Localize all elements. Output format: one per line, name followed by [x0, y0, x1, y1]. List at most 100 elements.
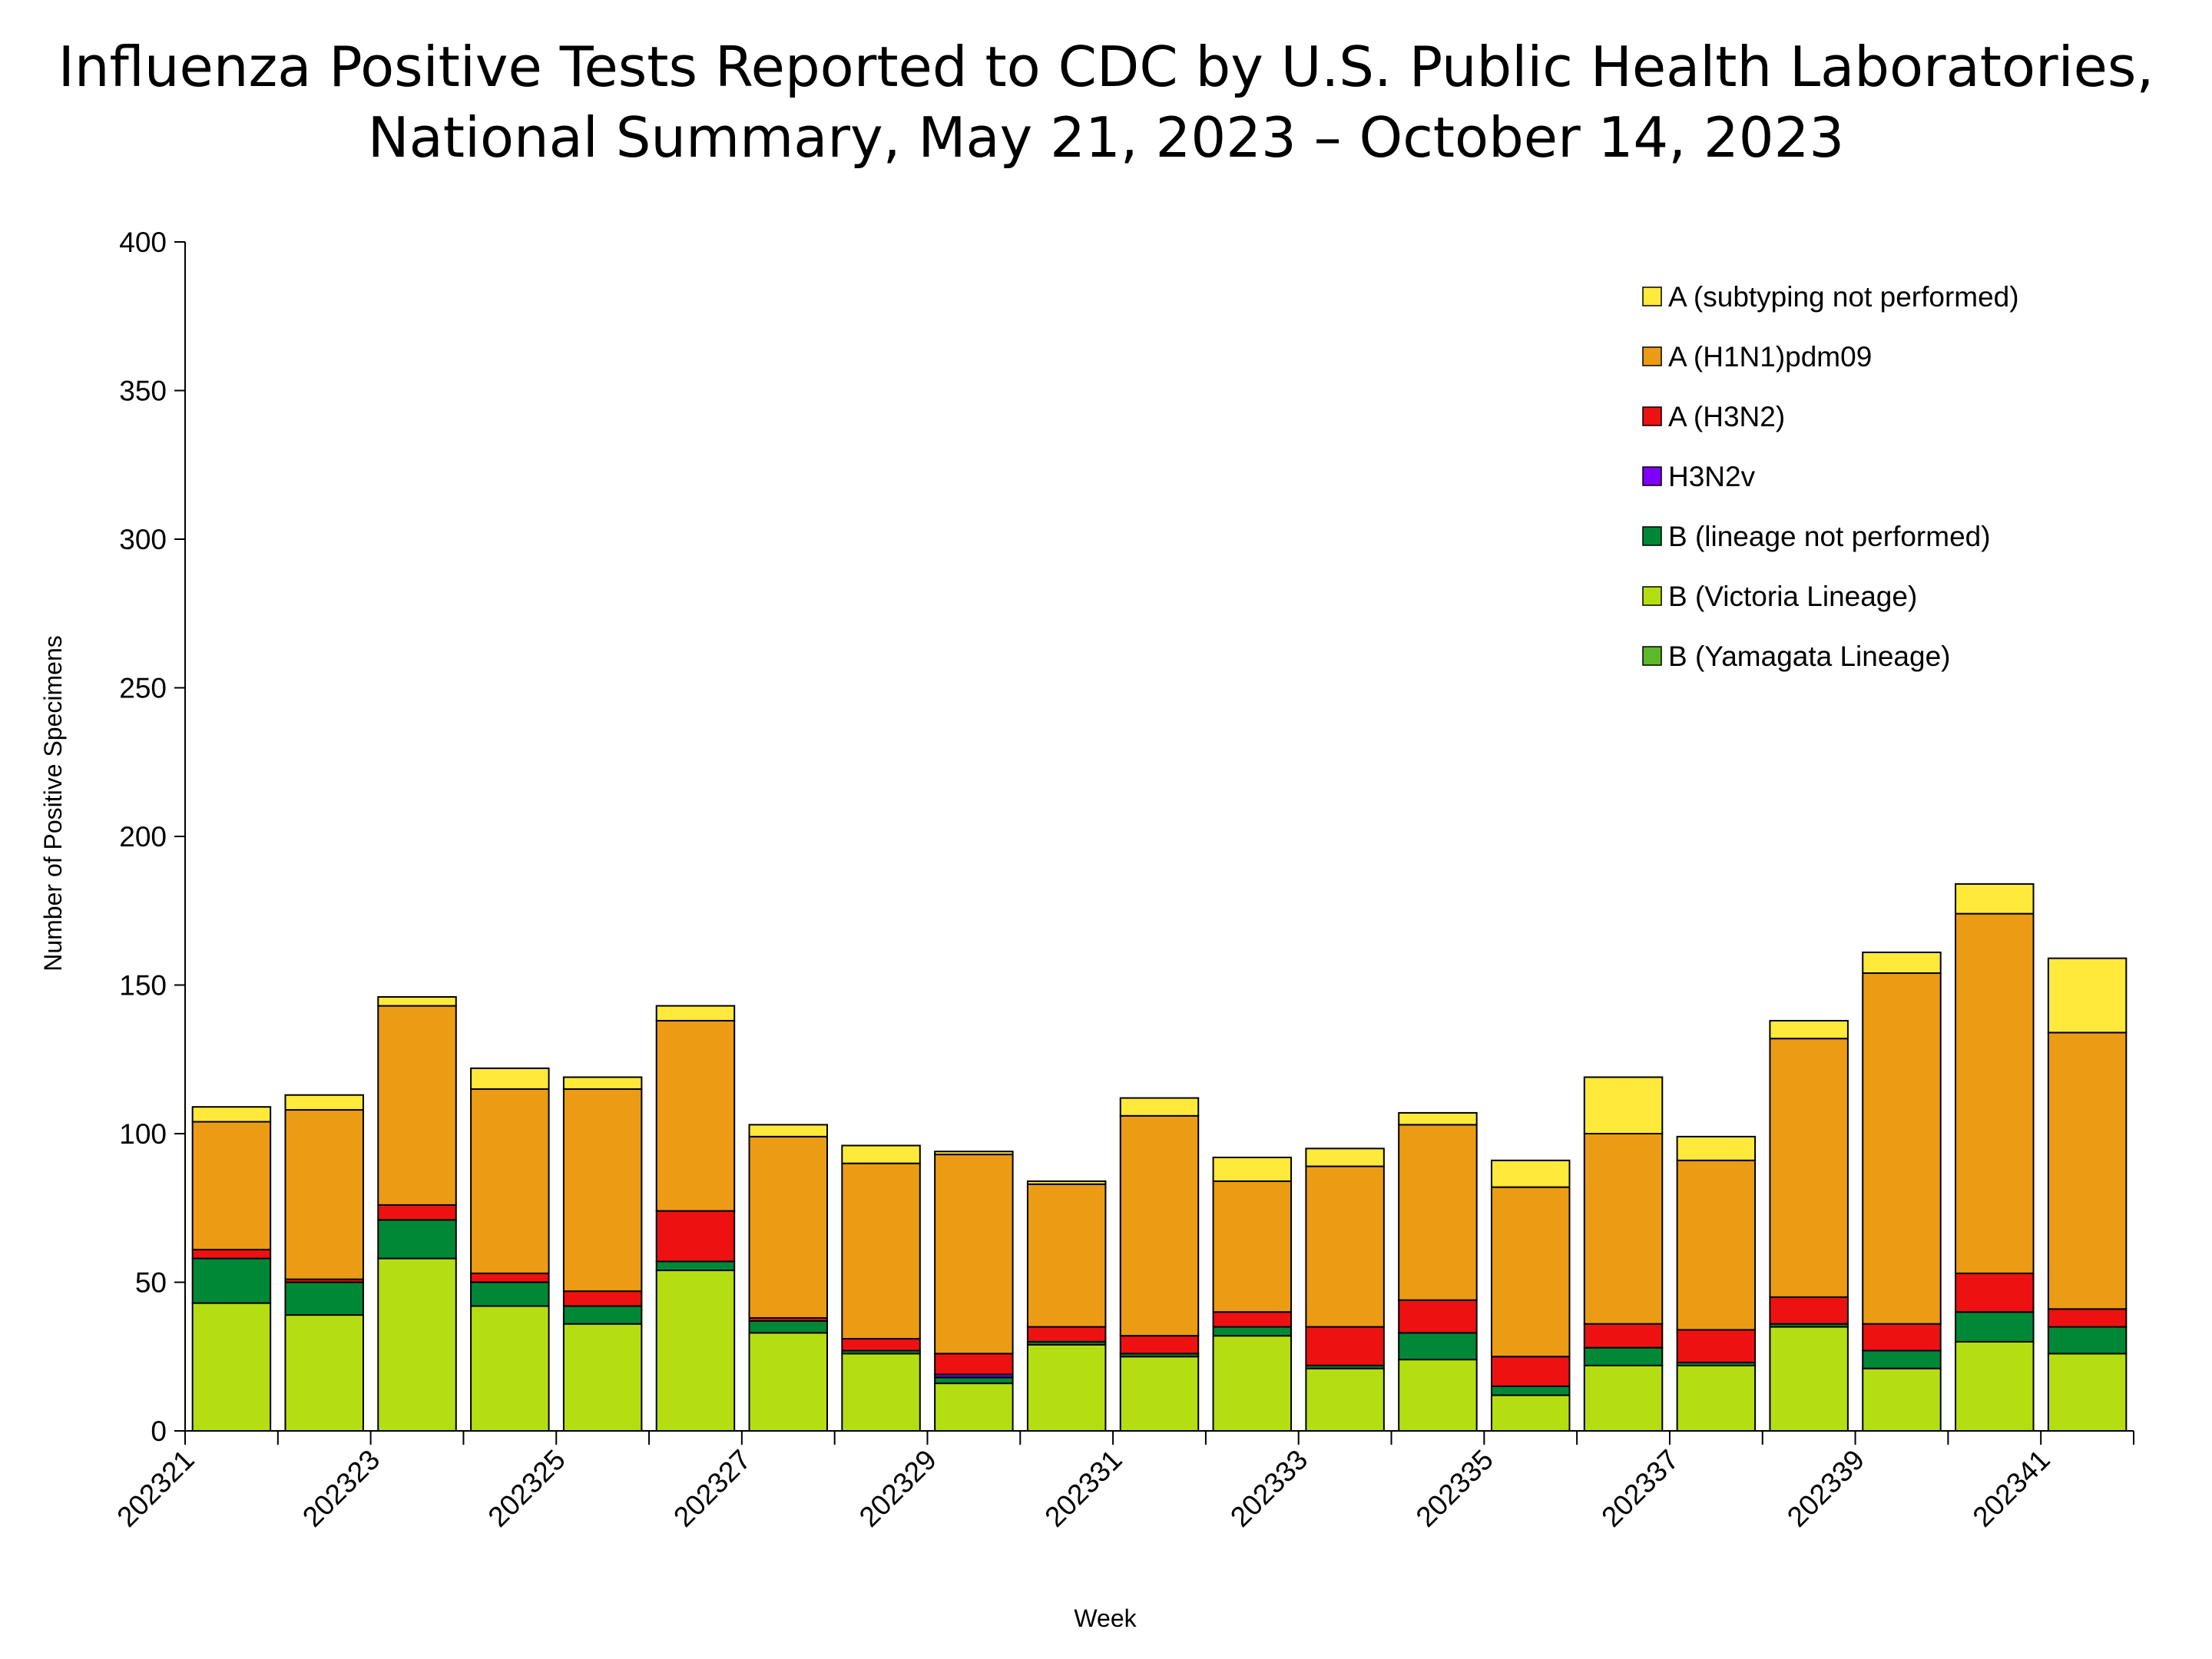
bar-segment-202321-a-h3n2-: [191, 1248, 272, 1260]
legend-label-b-victoria-lineage-: B (Victoria Lineage): [1668, 581, 1917, 612]
bar-segment-202337-a-subtyping-not-performed-: [1676, 1135, 1757, 1161]
bar-segment-202324-a-subtyping-not-performed-: [470, 1067, 550, 1090]
y-tick-label: 400: [119, 227, 167, 258]
legend-swatch-a-h3n2-: [1642, 406, 1662, 426]
bar-segment-202331-b-victoria-lineage-: [1119, 1356, 1200, 1432]
bar-segment-202338-a-subtyping-not-performed-: [1769, 1019, 1849, 1040]
legend-label-a-h3n2-: A (H3N2): [1668, 401, 1785, 432]
y-tick-label: 50: [135, 1267, 167, 1299]
bar-segment-202336-b-lineage-not-performed-: [1583, 1346, 1664, 1366]
bar-segment-202325-b-victoria-lineage-: [562, 1323, 643, 1432]
chart-title-line-2: National Summary, May 21, 2023 – October…: [368, 105, 1844, 170]
legend-label-a-h1n1-pdm09: A (H1N1)pdm09: [1668, 341, 1872, 373]
bar-segment-202326-b-victoria-lineage-: [655, 1270, 736, 1432]
bar-segment-202338-a-h3n2-: [1769, 1296, 1849, 1325]
bar-segment-202322-b-victoria-lineage-: [284, 1314, 364, 1432]
bar-segment-202328-a-h3n2-: [841, 1338, 921, 1352]
bar-segment-202336-b-victoria-lineage-: [1583, 1364, 1664, 1432]
chart-title-line-1: Influenza Positive Tests Reported to CDC…: [58, 35, 2154, 99]
bar-segment-202333-a-h3n2-: [1305, 1326, 1385, 1366]
bar-segment-202340-a-h1n1-pdm09: [1955, 912, 2035, 1274]
x-tick-label: 202333: [1224, 1444, 1313, 1533]
bar-segment-202321-b-lineage-not-performed-: [191, 1257, 272, 1304]
bar-segment-202334-b-lineage-not-performed-: [1398, 1332, 1478, 1361]
y-axis-label: Number of Positive Specimens: [39, 635, 67, 972]
bar-segment-202337-a-h1n1-pdm09: [1676, 1159, 1757, 1331]
x-tick-label: 202335: [1410, 1444, 1499, 1533]
legend-swatch-b-yamagata-lineage-: [1642, 646, 1662, 666]
bar-segment-202337-a-h3n2-: [1676, 1329, 1757, 1363]
bar-segment-202339-a-subtyping-not-performed-: [1862, 951, 1942, 975]
bar-segment-202339-b-lineage-not-performed-: [1862, 1349, 1942, 1369]
bar-segment-202332-b-victoria-lineage-: [1212, 1335, 1293, 1432]
bar-segment-202333-a-h1n1-pdm09: [1305, 1165, 1385, 1328]
bar-segment-202335-a-h3n2-: [1490, 1356, 1571, 1387]
bar-segment-202334-a-h1n1-pdm09: [1398, 1124, 1478, 1301]
bar-segment-202326-a-subtyping-not-performed-: [655, 1005, 736, 1022]
bar-segment-202323-a-subtyping-not-performed-: [377, 995, 457, 1007]
bar-segment-202339-a-h3n2-: [1862, 1323, 1942, 1352]
bar-segment-202327-b-lineage-not-performed-: [748, 1320, 829, 1334]
bar-segment-202329-a-h3n2-: [934, 1353, 1014, 1376]
legend-swatch-a-subtyping-not-performed-: [1642, 286, 1662, 306]
bar-segment-202339-a-h1n1-pdm09: [1862, 972, 1942, 1325]
legend-label-b-lineage-not-performed-: B (lineage not performed): [1668, 521, 1991, 552]
bars-group: [191, 882, 2128, 1432]
bar-segment-202331-a-h3n2-: [1119, 1335, 1200, 1355]
bar-segment-202330-a-h3n2-: [1026, 1326, 1107, 1343]
bar-segment-202335-a-subtyping-not-performed-: [1490, 1159, 1571, 1188]
y-tick-label: 0: [151, 1416, 167, 1447]
legend-label-b-yamagata-lineage-: B (Yamagata Lineage): [1668, 641, 1951, 672]
bar-segment-202327-a-subtyping-not-performed-: [748, 1124, 829, 1137]
bar-segment-202336-a-h1n1-pdm09: [1583, 1133, 1664, 1325]
bar-segment-202328-a-h1n1-pdm09: [841, 1162, 921, 1340]
bar-segment-202321-a-subtyping-not-performed-: [191, 1106, 272, 1123]
bar-segment-202340-b-victoria-lineage-: [1955, 1340, 2035, 1432]
bar-segment-202339-b-victoria-lineage-: [1862, 1367, 1942, 1432]
bar-segment-202336-a-subtyping-not-performed-: [1583, 1076, 1664, 1134]
bar-segment-202323-b-victoria-lineage-: [377, 1257, 457, 1432]
bar-segment-202325-a-h3n2-: [562, 1290, 643, 1307]
bar-segment-202323-a-h1n1-pdm09: [377, 1005, 457, 1206]
bar-segment-202322-a-h1n1-pdm09: [284, 1109, 364, 1280]
bar-segment-202331-a-h1n1-pdm09: [1119, 1114, 1200, 1337]
bar-segment-202332-b-lineage-not-performed-: [1212, 1326, 1293, 1337]
bar-segment-202341-a-subtyping-not-performed-: [2047, 957, 2128, 1034]
bar-segment-202322-a-subtyping-not-performed-: [284, 1094, 364, 1111]
bar-segment-202321-a-h1n1-pdm09: [191, 1121, 272, 1250]
x-tick-label: 202337: [1595, 1444, 1684, 1533]
bar-segment-202328-a-subtyping-not-performed-: [841, 1144, 921, 1164]
bar-segment-202323-a-h3n2-: [377, 1204, 457, 1221]
x-tick-label: 202329: [853, 1444, 942, 1533]
bar-segment-202335-b-victoria-lineage-: [1490, 1394, 1571, 1432]
legend-swatch-b-lineage-not-performed-: [1642, 526, 1662, 546]
bar-segment-202327-b-victoria-lineage-: [748, 1332, 829, 1432]
y-tick-label: 250: [119, 673, 167, 704]
bar-segment-202336-a-h3n2-: [1583, 1323, 1664, 1349]
legend-swatch-a-h1n1-pdm09: [1642, 346, 1662, 366]
y-tick-label: 300: [119, 524, 167, 555]
x-tick-label: 202331: [1038, 1444, 1128, 1533]
bar-segment-202334-a-subtyping-not-performed-: [1398, 1111, 1478, 1126]
bar-segment-202326-a-h1n1-pdm09: [655, 1019, 736, 1212]
bar-segment-202329-a-subtyping-not-performed-: [934, 1151, 1014, 1156]
bar-segment-202324-b-lineage-not-performed-: [470, 1281, 550, 1307]
x-tick-label: 202341: [1967, 1444, 2056, 1533]
x-axis-label: Week: [1074, 1604, 1137, 1632]
x-tick-label: 202321: [111, 1444, 200, 1533]
bar-segment-202341-a-h3n2-: [2047, 1308, 2128, 1328]
bar-segment-202329-a-h1n1-pdm09: [934, 1154, 1014, 1355]
bar-segment-202334-a-h3n2-: [1398, 1299, 1478, 1334]
bar-segment-202338-a-h1n1-pdm09: [1769, 1038, 1849, 1298]
bar-segment-202329-b-lineage-not-performed-: [934, 1376, 1014, 1385]
bar-segment-202324-a-h1n1-pdm09: [470, 1088, 550, 1274]
legend-label-h3n2v: H3N2v: [1668, 461, 1756, 492]
bar-segment-202337-b-victoria-lineage-: [1676, 1364, 1757, 1432]
y-tick-label: 200: [119, 821, 167, 853]
bar-segment-202328-b-victoria-lineage-: [841, 1353, 921, 1432]
bar-segment-202332-a-subtyping-not-performed-: [1212, 1156, 1293, 1182]
bar-segment-202332-a-h3n2-: [1212, 1311, 1293, 1328]
y-tick-label: 150: [119, 970, 167, 1002]
bar-segment-202334-b-victoria-lineage-: [1398, 1359, 1478, 1432]
